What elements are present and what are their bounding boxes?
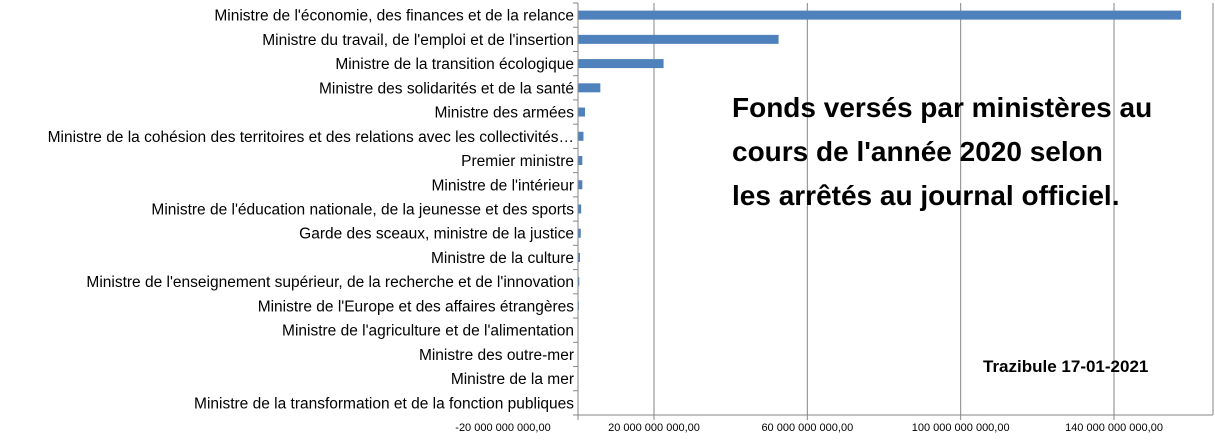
category-label: Ministre de l'Europe et des affaires étr… [258,298,575,315]
category-label: Ministre de la culture [431,250,574,267]
category-label: Ministre de la mer [451,371,574,388]
category-label: Ministre de l'agriculture et de l'alimen… [282,323,574,340]
category-label: Ministre de la transformation et de la f… [194,395,574,412]
bar [578,156,583,166]
x-tick-label: 140 000 000 000,00 [1065,422,1163,434]
category-label: Ministre de l'économie, des finances et … [214,8,574,25]
bar [578,131,584,141]
bar [578,204,582,214]
category-label: Ministre de l'intérieur [431,177,574,194]
chart-title: Fonds versés par ministères au cours de … [732,92,1152,211]
grid-lines [653,3,1214,415]
axes [573,2,1213,420]
chart-title-line-1: Fonds versés par ministères au [732,92,1152,123]
category-label: Ministre de l'enseignement supérieur, de… [86,274,574,291]
bar [578,107,585,117]
bar [578,180,583,190]
bar [578,59,664,69]
x-tick-label: 100 000 000 000,00 [912,422,1010,434]
bar [578,277,580,287]
category-label: Ministre de la transition écologique [335,56,574,73]
bars [578,10,1182,359]
category-label: Ministre des armées [434,105,574,122]
tick-labels: -20 000 000 000,00 20 000 000 000,00 60 00… [455,422,1163,434]
bar [578,34,779,44]
x-tick-label: 60 000 000 000,00 [761,422,853,434]
category-label: Ministre de l'éducation nationale, de la… [151,202,574,219]
category-label: Ministre du travail, de l'emploi et de l… [262,32,574,49]
bar [578,228,581,238]
category-label: Ministre des solidarités et de la santé [319,80,574,97]
x-tick-label: 20 000 000 000,00 [608,422,700,434]
x-tick-label: -20 000 000 000,00 [455,422,550,434]
bar [578,83,601,93]
category-label: Garde des sceaux, ministre de la justice [299,226,574,243]
category-label: Premier ministre [461,153,574,170]
category-label: Ministre de la cohésion des territoires … [48,129,574,146]
bar [578,10,1182,20]
chart-title-line-3: les arrêtés au journal officiel. [732,180,1119,211]
category-label: Ministre des outre-mer [419,347,574,364]
bar [578,252,581,262]
chart-title-line-2: cours de l'année 2020 selon [732,136,1103,167]
author-annotation: Trazibule 17-01-2021 [983,357,1148,376]
category-labels: Ministre de l'économie, des finances et … [48,8,575,413]
